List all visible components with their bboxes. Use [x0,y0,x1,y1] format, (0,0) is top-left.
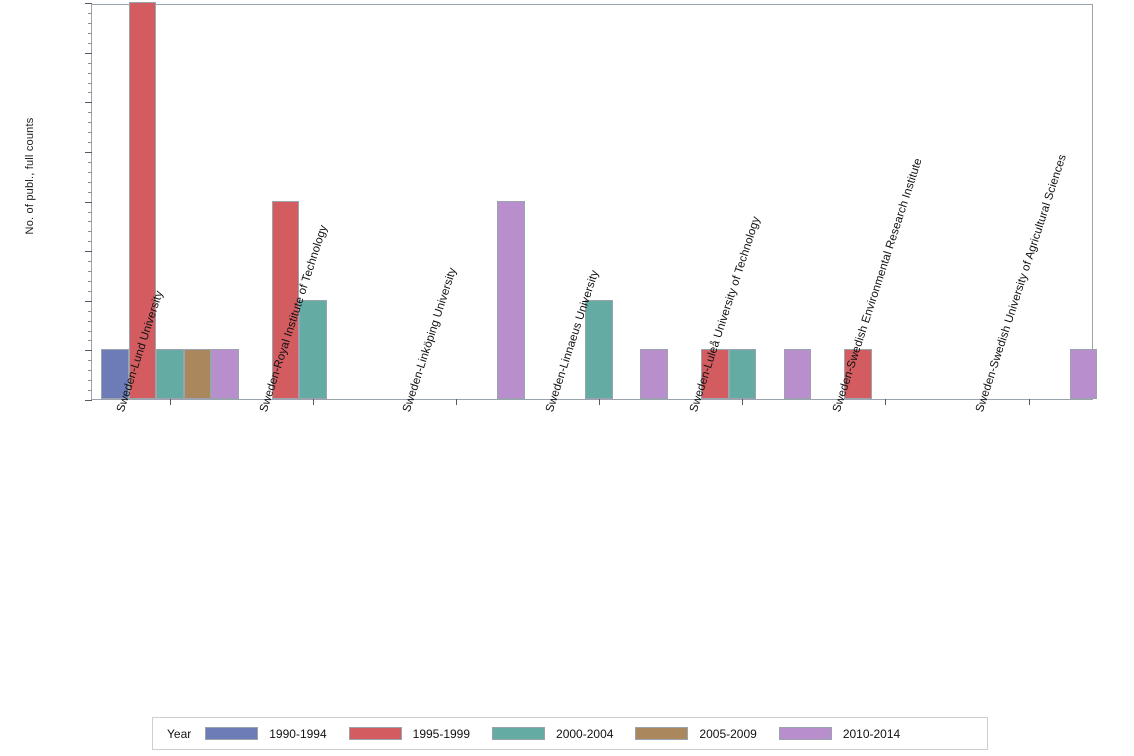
y-minor-tick [88,13,92,15]
legend-label: 2005-2009 [699,726,757,741]
y-minor-tick [88,390,92,392]
bar[interactable] [101,349,129,399]
bar[interactable] [156,349,184,399]
legend-label: 2010-2014 [842,726,901,741]
legend-item[interactable]: 2005-2009 [635,726,757,741]
bar[interactable] [640,349,668,399]
x-tick-mark [169,399,171,405]
bar[interactable] [497,200,525,399]
y-minor-tick [88,330,92,332]
y-minor-tick [88,261,92,263]
y-minor-tick [88,231,92,233]
y-minor-tick [88,32,92,34]
y-minor-tick [88,221,92,223]
x-tick-mark [599,399,601,405]
legend: Year 1990-1994 1995-1999 2000-2004 2005-200… [152,717,988,750]
bar[interactable] [183,349,211,399]
bar[interactable] [299,299,327,399]
plot-area: 012345678 [85,2,1098,405]
y-minor-tick [88,320,92,322]
bar[interactable] [211,349,239,399]
y-tick-mark [85,350,92,352]
y-tick-mark [85,152,92,153]
x-tick-mark [456,399,458,405]
bar[interactable] [728,349,757,399]
y-tick-mark [85,102,92,104]
y-minor-tick [88,142,92,144]
legend-label: 1990-1994 [269,726,327,741]
legend-swatch [348,727,402,740]
legend-items: 1990-1994 1995-1999 2000-2004 2005-2009 2010… [205,727,922,741]
legend-swatch [778,727,832,740]
y-minor-tick [88,42,92,44]
legend-item[interactable]: 2000-2004 [492,727,613,741]
y-minor-tick [88,161,92,163]
legend-swatch [205,727,259,740]
legend-swatch [635,727,689,740]
y-minor-tick [88,360,92,362]
y-minor-tick [88,380,92,382]
y-minor-tick [88,122,92,124]
x-tick-mark [885,399,887,405]
bar[interactable] [585,299,613,399]
y-minor-tick [88,181,92,183]
y-minor-tick [88,290,92,292]
bar[interactable] [844,349,872,399]
y-tick-mark [85,400,92,401]
y-minor-tick [88,72,92,74]
bar[interactable] [128,2,156,399]
x-tick-mark [1028,399,1030,405]
y-axis-title: No. of publ., full counts [24,117,36,235]
y-minor-tick [88,112,92,114]
bar[interactable] [783,349,812,399]
x-tick-mark [742,399,744,405]
y-minor-tick [88,82,92,84]
y-tick-mark [85,3,92,5]
legend-title: Year [167,726,192,741]
legend-label: 1995-1999 [412,726,471,741]
legend-item[interactable]: 1995-1999 [348,726,471,741]
bar[interactable] [701,349,729,399]
x-tick-mark [312,399,314,405]
y-minor-tick [88,171,92,173]
y-minor-tick [88,132,92,134]
y-tick-mark [85,251,92,253]
y-minor-tick [88,23,92,25]
y-tick-mark [85,52,92,54]
y-minor-tick [88,92,92,94]
y-minor-tick [88,62,92,64]
y-minor-tick [88,340,92,342]
y-minor-tick [88,241,92,243]
y-minor-tick [88,211,92,213]
y-minor-tick [88,280,92,282]
legend-swatch [492,727,546,740]
plot-inner: 012345678 [85,2,1098,405]
legend-item[interactable]: 1990-1994 [205,726,327,741]
legend-label: 2000-2004 [556,726,614,741]
y-minor-tick [88,271,92,273]
bar[interactable] [271,200,300,399]
y-tick-mark [85,201,92,203]
y-minor-tick [88,370,92,372]
y-minor-tick [88,191,92,193]
bar[interactable] [1069,349,1098,399]
legend-item[interactable]: 2010-2014 [778,726,901,741]
y-minor-tick [88,310,92,312]
y-tick-mark [85,300,92,302]
